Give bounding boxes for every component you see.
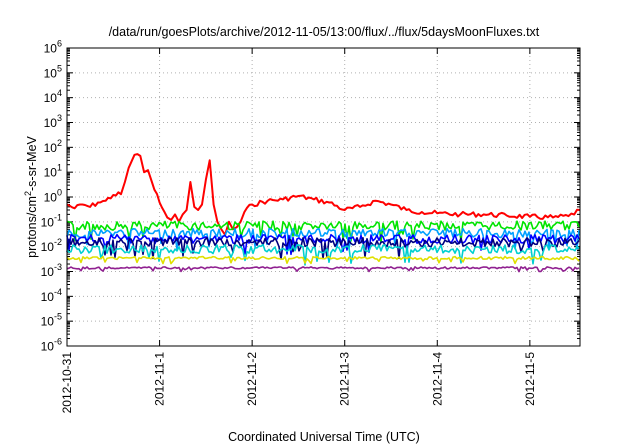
y-tick-label: 10-4 [41, 287, 62, 304]
y-tick-label: 104 [44, 88, 62, 105]
x-tick-label: 2012-11-3 [338, 352, 352, 406]
x-axis-ticks: 2012-10-31 2012-11-1 2012-11-2 2012-11-3 201… [60, 48, 537, 413]
grid-lines [67, 48, 580, 346]
series-line [66, 227, 580, 251]
y-tick-exponent: -3 [54, 262, 62, 272]
y-tick-exponent: 5 [57, 63, 62, 73]
y-tick-exponent: -4 [54, 287, 62, 297]
series-line [66, 255, 580, 265]
y-tick-base: 10 [41, 215, 55, 229]
y-tick-base: 10 [41, 240, 55, 254]
y-tick-label: 10-3 [41, 262, 62, 279]
y-tick-label: 100 [44, 188, 62, 205]
y-tick-base: 10 [44, 141, 58, 155]
y-axis-label-rest: -s-sr-MeV [25, 135, 39, 191]
y-tick-label: 102 [44, 138, 62, 155]
y-tick-label: 105 [44, 63, 62, 80]
y-tick-label: 101 [44, 163, 62, 180]
x-tick-label: 2012-11-1 [153, 352, 167, 406]
y-tick-label: 10-1 [41, 212, 62, 229]
y-tick-label: 106 [44, 39, 62, 56]
x-axis-label: Coordinated Universal Time (UTC) [228, 430, 420, 444]
y-tick-base: 10 [44, 42, 58, 56]
y-tick-base: 10 [44, 166, 58, 180]
y-tick-base: 10 [41, 340, 55, 354]
y-tick-exponent: -6 [54, 337, 62, 347]
y-tick-exponent: 0 [57, 188, 62, 198]
chart-title: /data/run/goesPlots/archive/2012-11-05/1… [109, 25, 540, 39]
x-tick-label: 2012-10-31 [60, 352, 74, 414]
series-line [66, 220, 580, 244]
y-tick-exponent: 3 [57, 113, 62, 123]
y-tick-base: 10 [41, 265, 55, 279]
y-tick-base: 10 [41, 290, 55, 304]
y-axis-label-base: protons/cm [25, 196, 39, 258]
y-tick-exponent: -1 [54, 212, 62, 222]
y-axis-label-superscript: 2 [23, 191, 33, 196]
series-line [66, 233, 580, 256]
plot-frame [66, 47, 581, 347]
series-line [66, 266, 580, 273]
x-tick-label: 2012-11-4 [430, 352, 444, 406]
y-tick-base: 10 [44, 91, 58, 105]
y-tick-exponent: -5 [54, 312, 62, 322]
series-group [66, 153, 581, 273]
y-tick-exponent: -2 [54, 237, 62, 247]
y-axis-ticks: 10610510410310210110010-110-210-310-410-… [41, 39, 580, 354]
y-axis-label: protons/cm2-s-sr-MeV [23, 135, 39, 257]
y-tick-base: 10 [44, 191, 58, 205]
x-tick-label: 2012-11-2 [245, 352, 259, 406]
x-tick-label: 2012-11-5 [523, 352, 537, 406]
y-tick-exponent: 6 [57, 39, 62, 49]
series-line [66, 243, 580, 266]
y-tick-label: 103 [44, 113, 62, 130]
y-tick-base: 10 [44, 66, 58, 80]
y-tick-label: 10-6 [41, 337, 62, 354]
y-tick-exponent: 2 [57, 138, 62, 148]
y-tick-label: 10-2 [41, 237, 62, 254]
y-tick-base: 10 [44, 116, 58, 130]
y-tick-exponent: 1 [57, 163, 62, 173]
y-tick-base: 10 [41, 315, 55, 329]
y-tick-exponent: 4 [57, 88, 62, 98]
y-tick-label: 10-5 [41, 312, 62, 329]
series-line [66, 153, 581, 236]
